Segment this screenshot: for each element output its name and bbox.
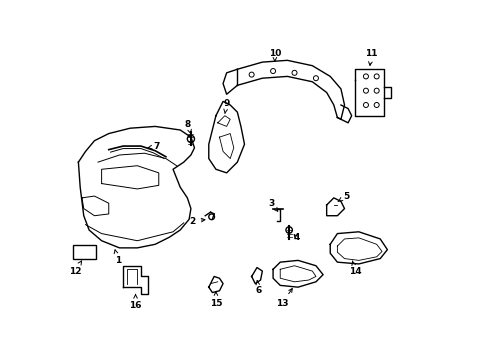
Text: 11: 11 [365, 49, 377, 66]
Text: 3: 3 [267, 199, 277, 211]
Text: 14: 14 [348, 261, 361, 276]
Text: 9: 9 [223, 99, 229, 113]
Text: 5: 5 [337, 192, 349, 202]
Text: 16: 16 [129, 294, 142, 310]
Text: 2: 2 [189, 217, 204, 226]
Text: 12: 12 [68, 261, 81, 276]
Bar [73, 245, 96, 258]
Text: 7: 7 [148, 141, 160, 150]
Text: 6: 6 [255, 280, 262, 295]
Text: 15: 15 [209, 292, 222, 308]
Text: 10: 10 [268, 49, 281, 61]
Text: 8: 8 [184, 120, 191, 133]
Text: 13: 13 [275, 289, 292, 308]
Text: 4: 4 [292, 233, 299, 242]
Text: 1: 1 [114, 250, 121, 265]
